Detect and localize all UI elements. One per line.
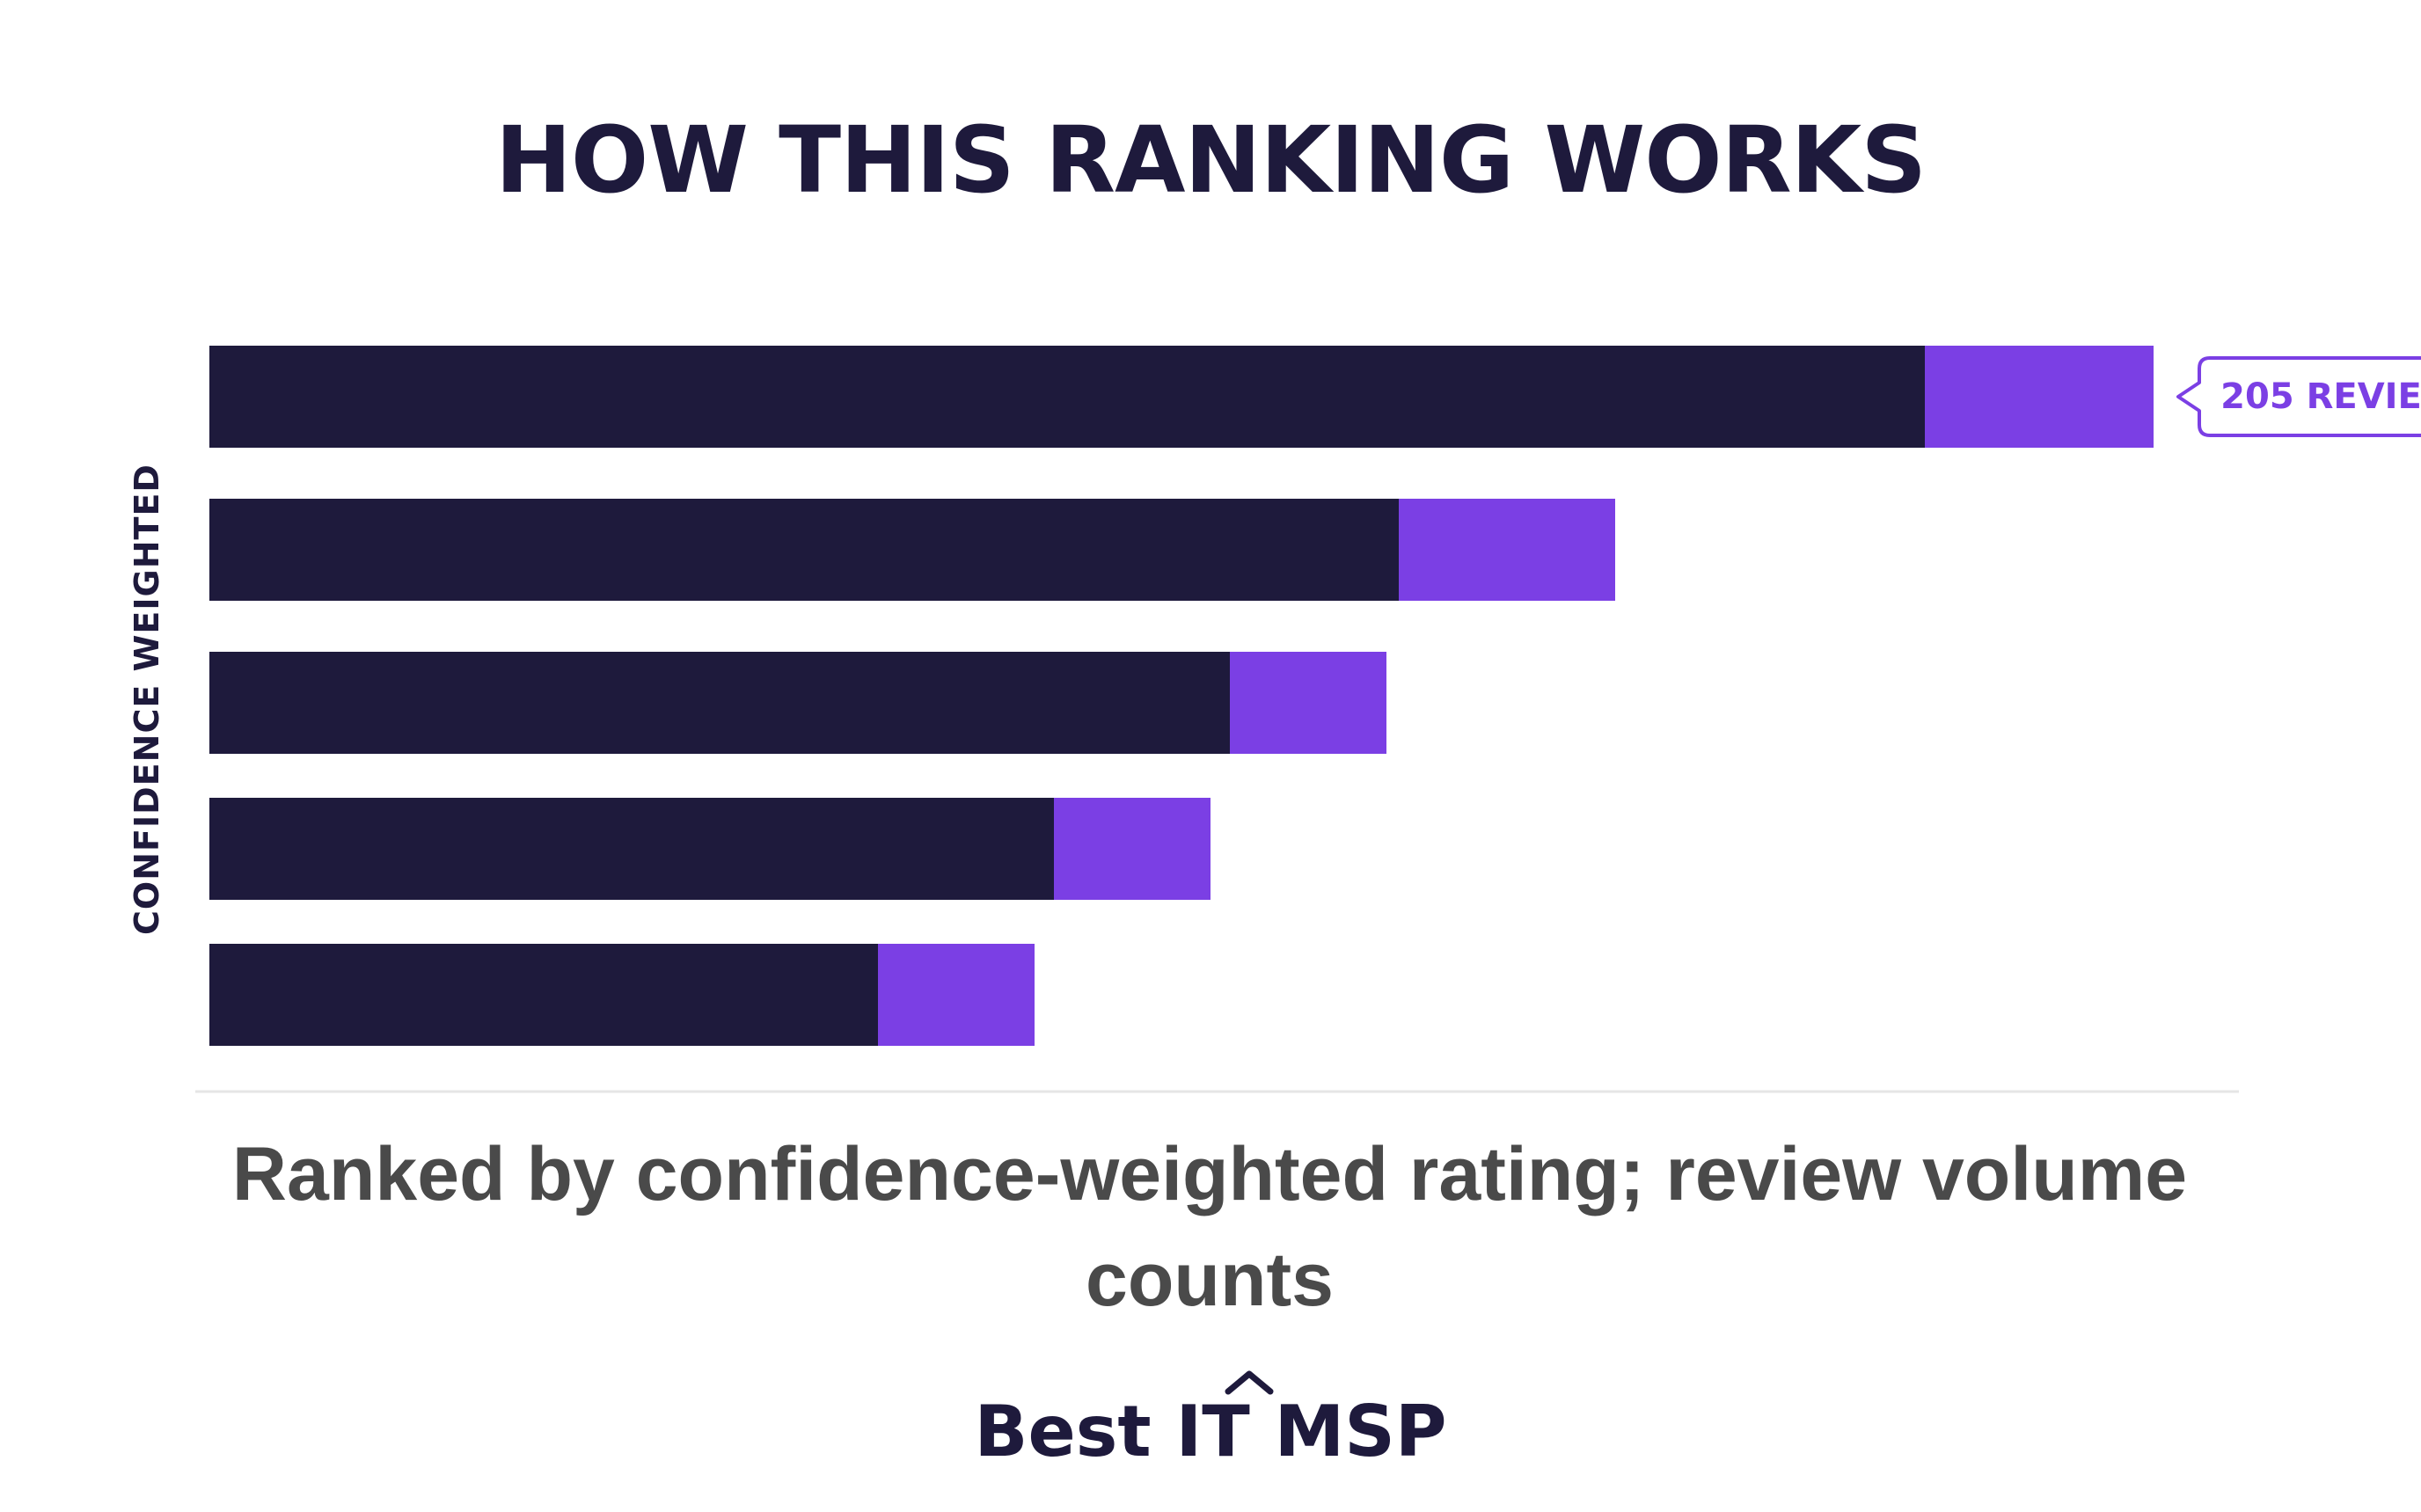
- bar-volume-segment-5: [878, 944, 1035, 1046]
- caret-up-icon: [1225, 1370, 1274, 1395]
- bar-volume-segment-3: [1230, 652, 1386, 754]
- ranking-bar-chart: CONFIDENCE WEIGHTED 205 REVIEWS: [128, 346, 2421, 1093]
- bar-base-segment-5: [209, 944, 878, 1046]
- review-count-callout: 205 REVIEWS: [2176, 356, 2421, 437]
- bar-volume-segment-4: [1054, 798, 1210, 900]
- callout-box: [2176, 356, 2421, 437]
- brand-logo: Best IT MSP: [0, 1370, 2421, 1474]
- page-title: HOW THIS RANKING WORKS: [494, 106, 1927, 214]
- bar-base-segment-2: [209, 499, 1399, 601]
- bar-base-segment-3: [209, 652, 1230, 754]
- bar-base-segment-1: [209, 346, 1925, 448]
- bar-volume-segment-1: [1925, 346, 2154, 448]
- bar-base-segment-4: [209, 798, 1054, 900]
- chart-caption: Ranked by confidence-weighted rating; re…: [231, 1132, 2188, 1322]
- y-axis-label: CONFIDENCE WEIGHTED: [128, 464, 166, 935]
- brand-name: Best IT MSP: [974, 1391, 1447, 1472]
- bar-volume-segment-2: [1399, 499, 1615, 601]
- callout-label: 205 REVIEWS: [2220, 376, 2421, 417]
- bars-group: [209, 346, 2154, 1046]
